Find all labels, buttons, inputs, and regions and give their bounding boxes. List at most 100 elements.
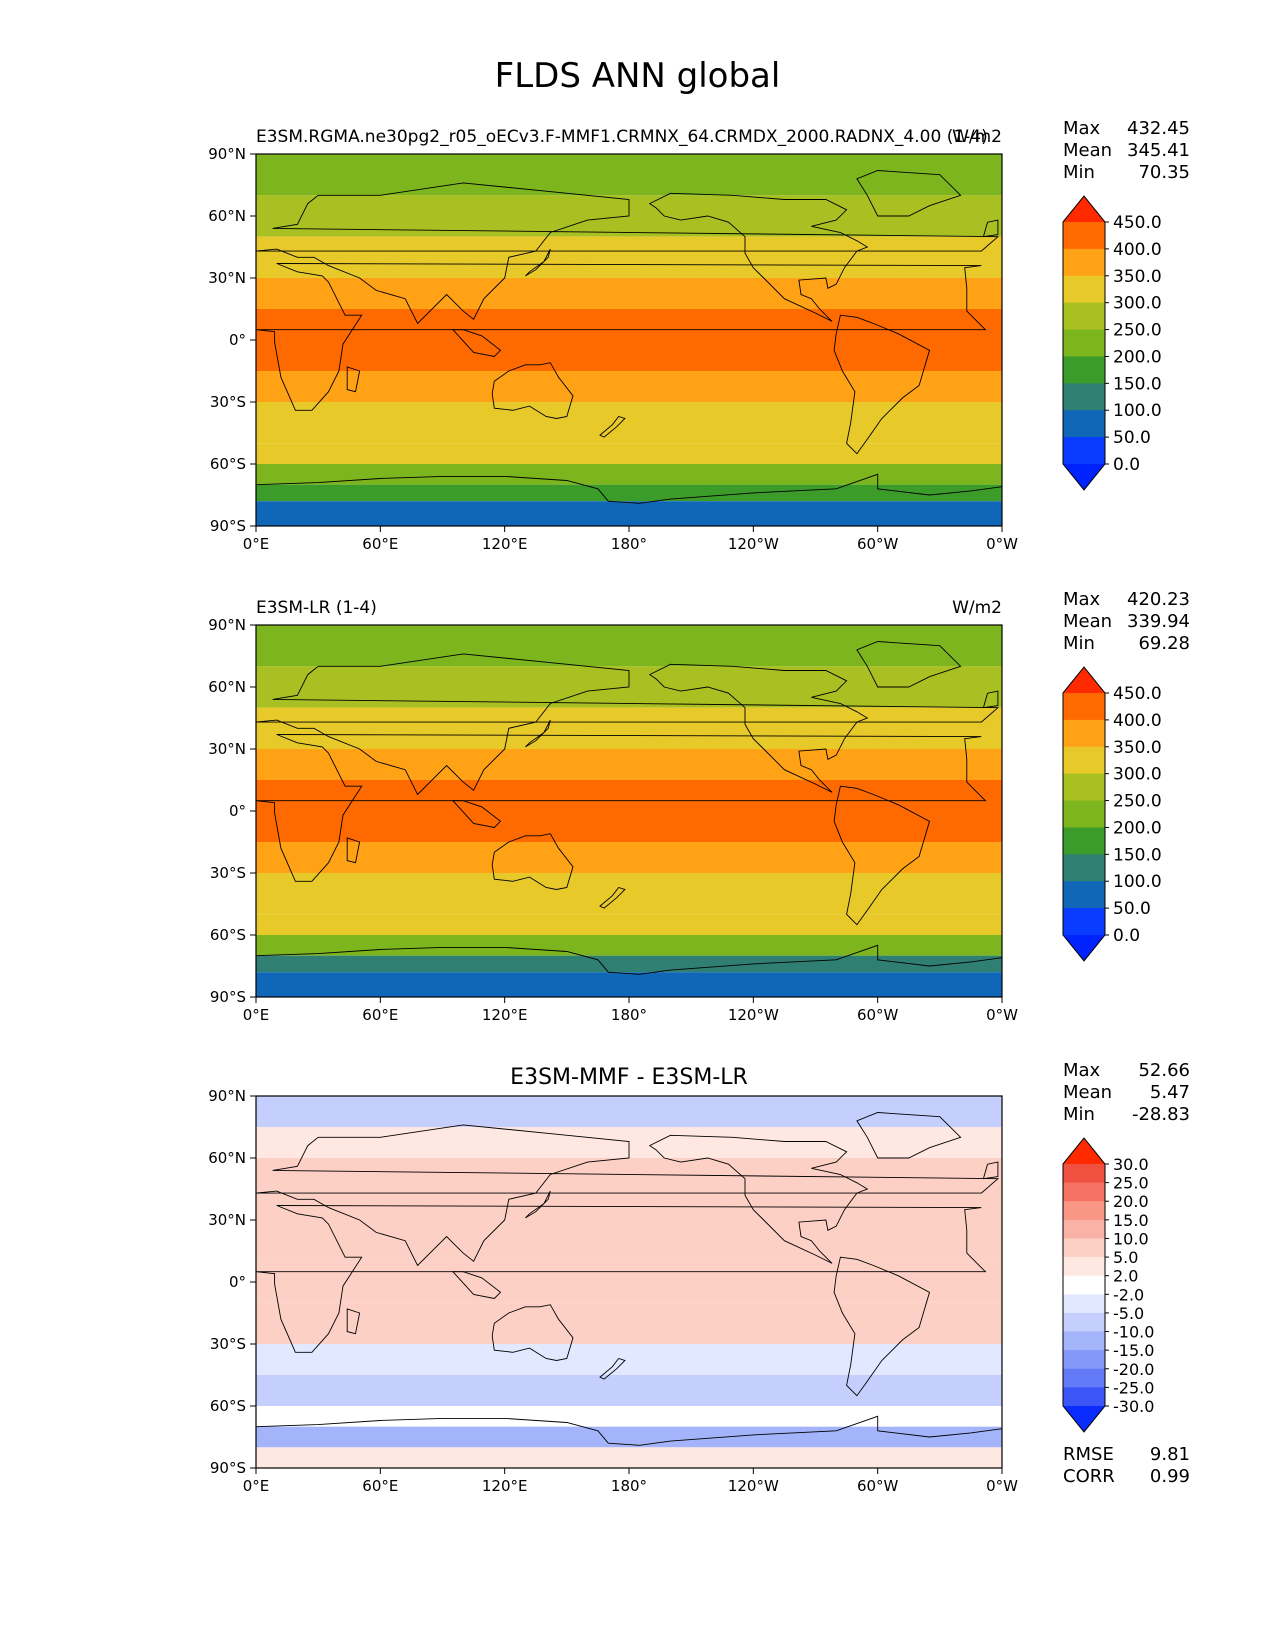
contour-band-8	[256, 935, 1002, 956]
coastline-10	[346, 366, 361, 393]
stat-value-mean: 345.41	[1127, 140, 1190, 161]
panel-title-left: E3SM.RGMA.ne30pg2_r05_oECv3.F-MMF1.CRMNX…	[256, 127, 988, 147]
y-tick-label: 60°N	[208, 207, 246, 225]
coastline-1	[256, 653, 1000, 796]
colorbar-segment-1	[1063, 248, 1105, 277]
coastline-4	[491, 1304, 574, 1361]
contour-band-7	[256, 443, 1002, 464]
y-tick-label: 90°S	[210, 1459, 246, 1477]
stat-label-mean: Mean	[1063, 1082, 1112, 1103]
colorbar-level-label: -15.0	[1113, 1341, 1154, 1360]
coastline-5	[856, 170, 962, 217]
coastline-0	[256, 734, 987, 882]
coastline-9	[599, 886, 626, 909]
contour-band-3	[256, 1220, 1002, 1262]
colorbar-level-label: 15.0	[1113, 1211, 1149, 1230]
colorbar-segment-11	[1063, 1368, 1105, 1388]
stat-value-min: 70.35	[1138, 162, 1190, 183]
x-tick-label: 120°E	[482, 1477, 528, 1495]
colorbar-level-label: 150.0	[1113, 845, 1162, 865]
contour-band-8	[256, 1406, 1002, 1427]
contour-band-10	[256, 972, 1002, 997]
stat-label-mean: Mean	[1063, 611, 1112, 632]
contour-band-3	[256, 749, 1002, 780]
contour-band-5	[256, 1302, 1002, 1344]
colorbar-level-label: 25.0	[1113, 1174, 1149, 1193]
colorbar-level-label: 50.0	[1113, 428, 1151, 448]
y-tick-label: 90°N	[208, 1087, 246, 1105]
panel-title-center: E3SM-MMF - E3SM-LR	[510, 1065, 748, 1090]
x-tick-label: 180°	[611, 535, 647, 553]
stat-value-mean: 339.94	[1127, 611, 1190, 632]
colorbar-level-label: 10.0	[1113, 1229, 1149, 1248]
x-tick-label: 0°E	[243, 535, 270, 553]
contour-band-9	[256, 484, 1002, 502]
y-tick-label: 90°N	[208, 145, 246, 163]
colorbar-level-label: 200.0	[1113, 818, 1162, 838]
colorbar-segment-8	[1063, 908, 1105, 936]
colorbar-segment-10	[1063, 1350, 1105, 1370]
coastline-0	[256, 1205, 987, 1353]
contour-band-0	[256, 1096, 1002, 1127]
coastline-10	[346, 837, 361, 864]
stat-value-max: 52.66	[1138, 1060, 1190, 1081]
y-tick-label: 30°S	[210, 393, 246, 411]
panel-title-left: E3SM-LR (1-4)	[256, 598, 377, 618]
x-tick-label: 60°E	[362, 1006, 398, 1024]
colorbar-segment-3	[1063, 773, 1105, 802]
y-tick-label: 60°N	[208, 1149, 246, 1167]
y-tick-label: 90°N	[208, 616, 246, 634]
colorbar-segment-6	[1063, 383, 1105, 411]
contour-band-8	[256, 464, 1002, 485]
colorbar: 450.0 400.0 350.0 300.0 250.0 200.0 150.0 100.0…	[1062, 666, 1162, 962]
colorbar-segment-2	[1063, 1201, 1105, 1221]
contour-band-6	[256, 873, 1002, 915]
y-tick-label: 30°S	[210, 1335, 246, 1353]
panel-units: W/m2	[952, 598, 1002, 618]
colorbar-level-label: -5.0	[1113, 1304, 1144, 1323]
stat-value-min: 69.28	[1138, 633, 1190, 654]
x-tick-label: 180°	[611, 1477, 647, 1495]
colorbar-level-label: -30.0	[1113, 1397, 1154, 1416]
x-tick-label: 120°W	[728, 1006, 779, 1024]
coastline-7	[451, 800, 502, 828]
coastline-2	[648, 192, 869, 322]
colorbar-extend-max	[1063, 196, 1105, 222]
colorbar-level-label: 20.0	[1113, 1192, 1149, 1211]
contour-band-6	[256, 1344, 1002, 1375]
x-tick-label: 0°E	[243, 1477, 270, 1495]
colorbar-segment-12	[1063, 1387, 1105, 1407]
x-tick-label: 0°W	[986, 1006, 1018, 1024]
colorbar-extend-max	[1063, 1138, 1105, 1164]
y-tick-label: 90°S	[210, 988, 246, 1006]
colorbar-level-label: 350.0	[1113, 267, 1162, 287]
colorbar-extend-max	[1063, 667, 1105, 693]
coastline-2	[648, 1134, 869, 1264]
colorbar-segment-8	[1063, 437, 1105, 465]
y-tick-label: 60°N	[208, 678, 246, 696]
contour-band-4	[256, 780, 1002, 842]
y-tick-label: 0°	[229, 802, 246, 820]
footer-stat-label-corr: CORR	[1063, 1466, 1115, 1487]
y-tick-label: 0°	[229, 331, 246, 349]
x-tick-label: 0°W	[986, 1477, 1018, 1495]
coastline-7	[451, 1271, 502, 1299]
contour-band-7	[256, 914, 1002, 935]
colorbar-level-label: 30.0	[1113, 1155, 1149, 1174]
colorbar-segment-0	[1063, 1164, 1105, 1184]
colorbar-level-label: 450.0	[1113, 213, 1162, 233]
colorbar-level-label: 350.0	[1113, 738, 1162, 758]
footer-stat-value-rmse: 9.81	[1150, 1444, 1190, 1465]
x-tick-label: 0°W	[986, 535, 1018, 553]
y-tick-label: 30°N	[208, 1211, 246, 1229]
stat-label-mean: Mean	[1063, 140, 1112, 161]
colorbar-level-label: 300.0	[1113, 765, 1162, 785]
x-tick-label: 120°E	[482, 1006, 528, 1024]
coastline-8	[525, 1190, 551, 1219]
contour-band-5	[256, 371, 1002, 402]
x-tick-label: 120°W	[728, 535, 779, 553]
contour-field	[256, 1096, 1002, 1468]
stat-label-min: Min	[1063, 1104, 1095, 1125]
colorbar-level-label: 2.0	[1113, 1267, 1138, 1286]
